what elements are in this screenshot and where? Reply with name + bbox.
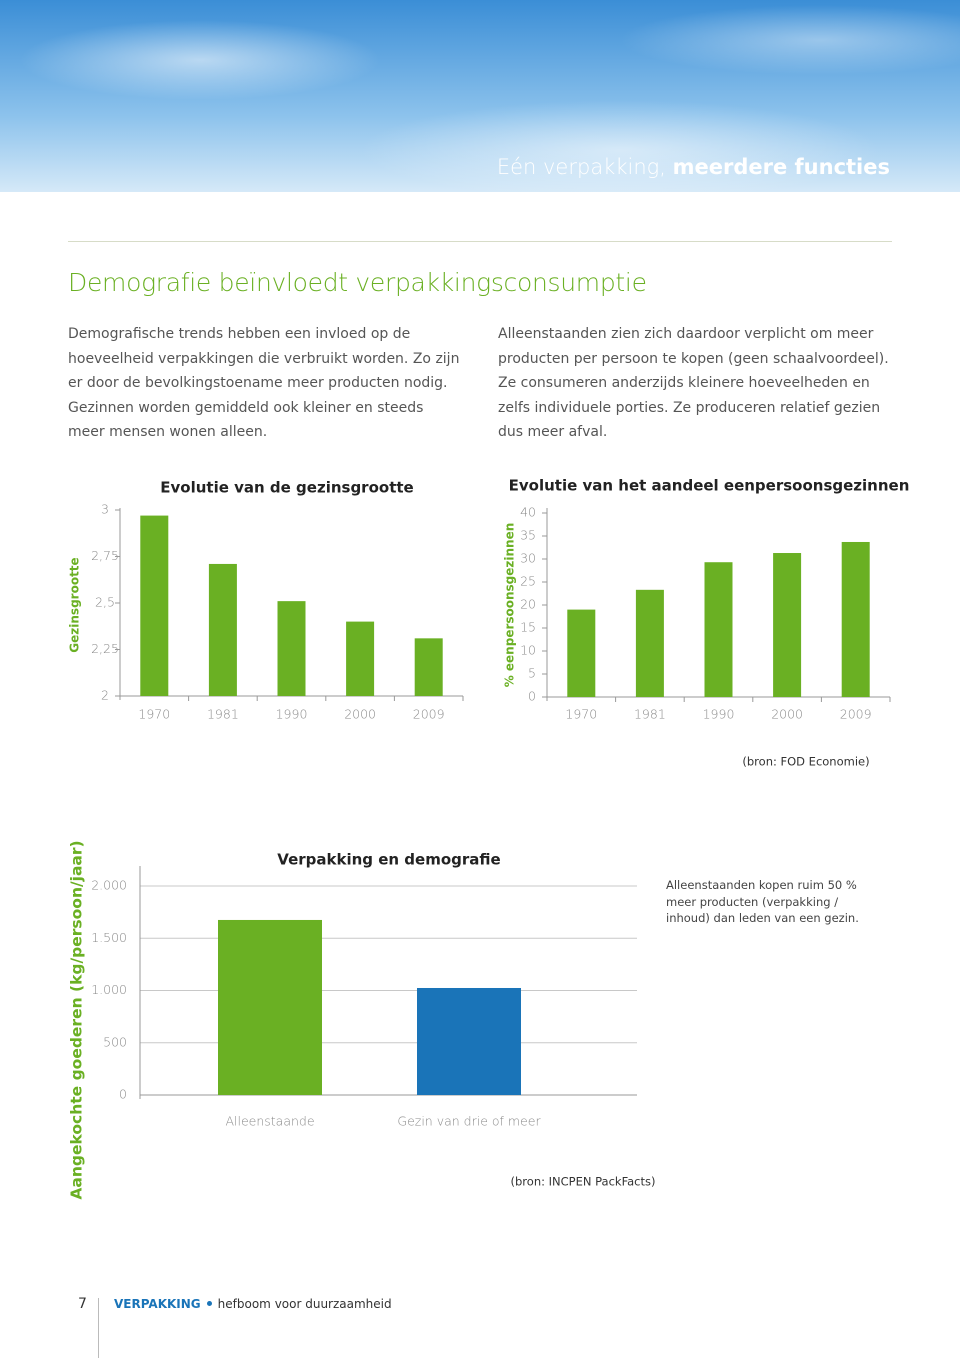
y-tick-label: 500 xyxy=(103,1034,127,1049)
chart-title: Verpakking en demografie xyxy=(277,851,500,869)
x-tick-label: 1970 xyxy=(138,707,170,722)
bar xyxy=(414,638,443,696)
source-note: (bron: FOD Economie) xyxy=(742,755,869,769)
divider xyxy=(68,241,892,242)
x-tick-label: Alleenstaande xyxy=(225,1114,314,1129)
y-tick-label: 1.500 xyxy=(91,930,127,945)
y-tick-label: 10 xyxy=(520,643,536,658)
y-tick-label: 1.000 xyxy=(91,982,127,997)
header-title-bold: meerdere functies xyxy=(672,155,890,179)
bar xyxy=(417,987,521,1095)
bar xyxy=(346,621,375,696)
y-tick-label: 2 xyxy=(101,688,109,703)
x-tick-label: 1990 xyxy=(703,707,735,722)
y-tick-label: 40 xyxy=(520,505,536,520)
x-tick-label: 2000 xyxy=(344,707,376,722)
x-tick-label: 1990 xyxy=(276,707,308,722)
y-tick-label: 5 xyxy=(528,666,536,681)
bar xyxy=(208,563,237,696)
bar xyxy=(140,515,169,696)
header-title-light: Eén verpakking, xyxy=(496,155,666,179)
bullet xyxy=(206,1301,212,1306)
y-tick-label: 30 xyxy=(520,551,536,566)
chart-title: Evolutie van de gezinsgrootte xyxy=(160,479,413,497)
y-tick-label: 15 xyxy=(520,620,536,635)
x-tick-label: Gezin van drie of meer xyxy=(397,1114,541,1129)
paragraph: Demografische trends hebben een invloed … xyxy=(68,326,460,440)
y-tick-label: 2,5 xyxy=(95,595,115,610)
y-tick-label: 2,25 xyxy=(91,641,119,656)
y-tick-label: 25 xyxy=(520,574,536,589)
bar xyxy=(704,562,733,697)
bar xyxy=(635,589,664,697)
x-tick-label: 1970 xyxy=(565,707,597,722)
x-tick-label: 2009 xyxy=(413,707,445,722)
header-title: Eén verpakking, meerdere functies xyxy=(497,155,890,179)
x-tick-label: 1981 xyxy=(207,707,239,722)
footer-text: VERPAKKING hefboom voor duurzaamheid xyxy=(114,1297,392,1311)
y-tick-label: 0 xyxy=(119,1087,127,1102)
bar xyxy=(218,919,322,1095)
y-axis-label: Gezinsgrootte xyxy=(68,557,82,652)
annotation: Alleenstaanden kopen ruim 50 % meer prod… xyxy=(666,878,859,925)
x-tick-label: 2009 xyxy=(840,707,872,722)
footer-subtitle: hefboom voor duurzaamheid xyxy=(217,1297,392,1311)
y-axis-label: Aangekochte goederen (kg/persoon/jaar) xyxy=(68,840,86,1199)
chart-title: Evolutie van het aandeel eenpersoonsgezi… xyxy=(509,477,910,495)
y-tick-label: 2,75 xyxy=(91,548,119,563)
y-tick-label: 20 xyxy=(520,597,536,612)
source-note: (bron: INCPEN PackFacts) xyxy=(511,1175,656,1189)
bar xyxy=(567,609,596,697)
y-tick-label: 35 xyxy=(520,528,536,543)
x-tick-label: 1981 xyxy=(634,707,666,722)
bar xyxy=(841,541,870,697)
footer-section: VERPAKKING xyxy=(114,1297,201,1311)
y-tick-label: 0 xyxy=(528,689,536,704)
paragraph: Alleenstaanden zien zich daardoor verpli… xyxy=(498,326,889,440)
y-axis-label: % eenpersoonsgezinnen xyxy=(503,523,517,688)
y-tick-label: 2.000 xyxy=(91,878,127,893)
bar xyxy=(773,553,802,697)
page-number: 7 xyxy=(78,1296,87,1312)
footer-line xyxy=(98,1298,99,1358)
x-tick-label: 2000 xyxy=(771,707,803,722)
heading: Demografie beïnvloedt verpakkingsconsump… xyxy=(68,268,647,297)
header-image xyxy=(0,0,960,192)
bar xyxy=(277,601,306,696)
y-tick-label: 3 xyxy=(101,502,109,517)
